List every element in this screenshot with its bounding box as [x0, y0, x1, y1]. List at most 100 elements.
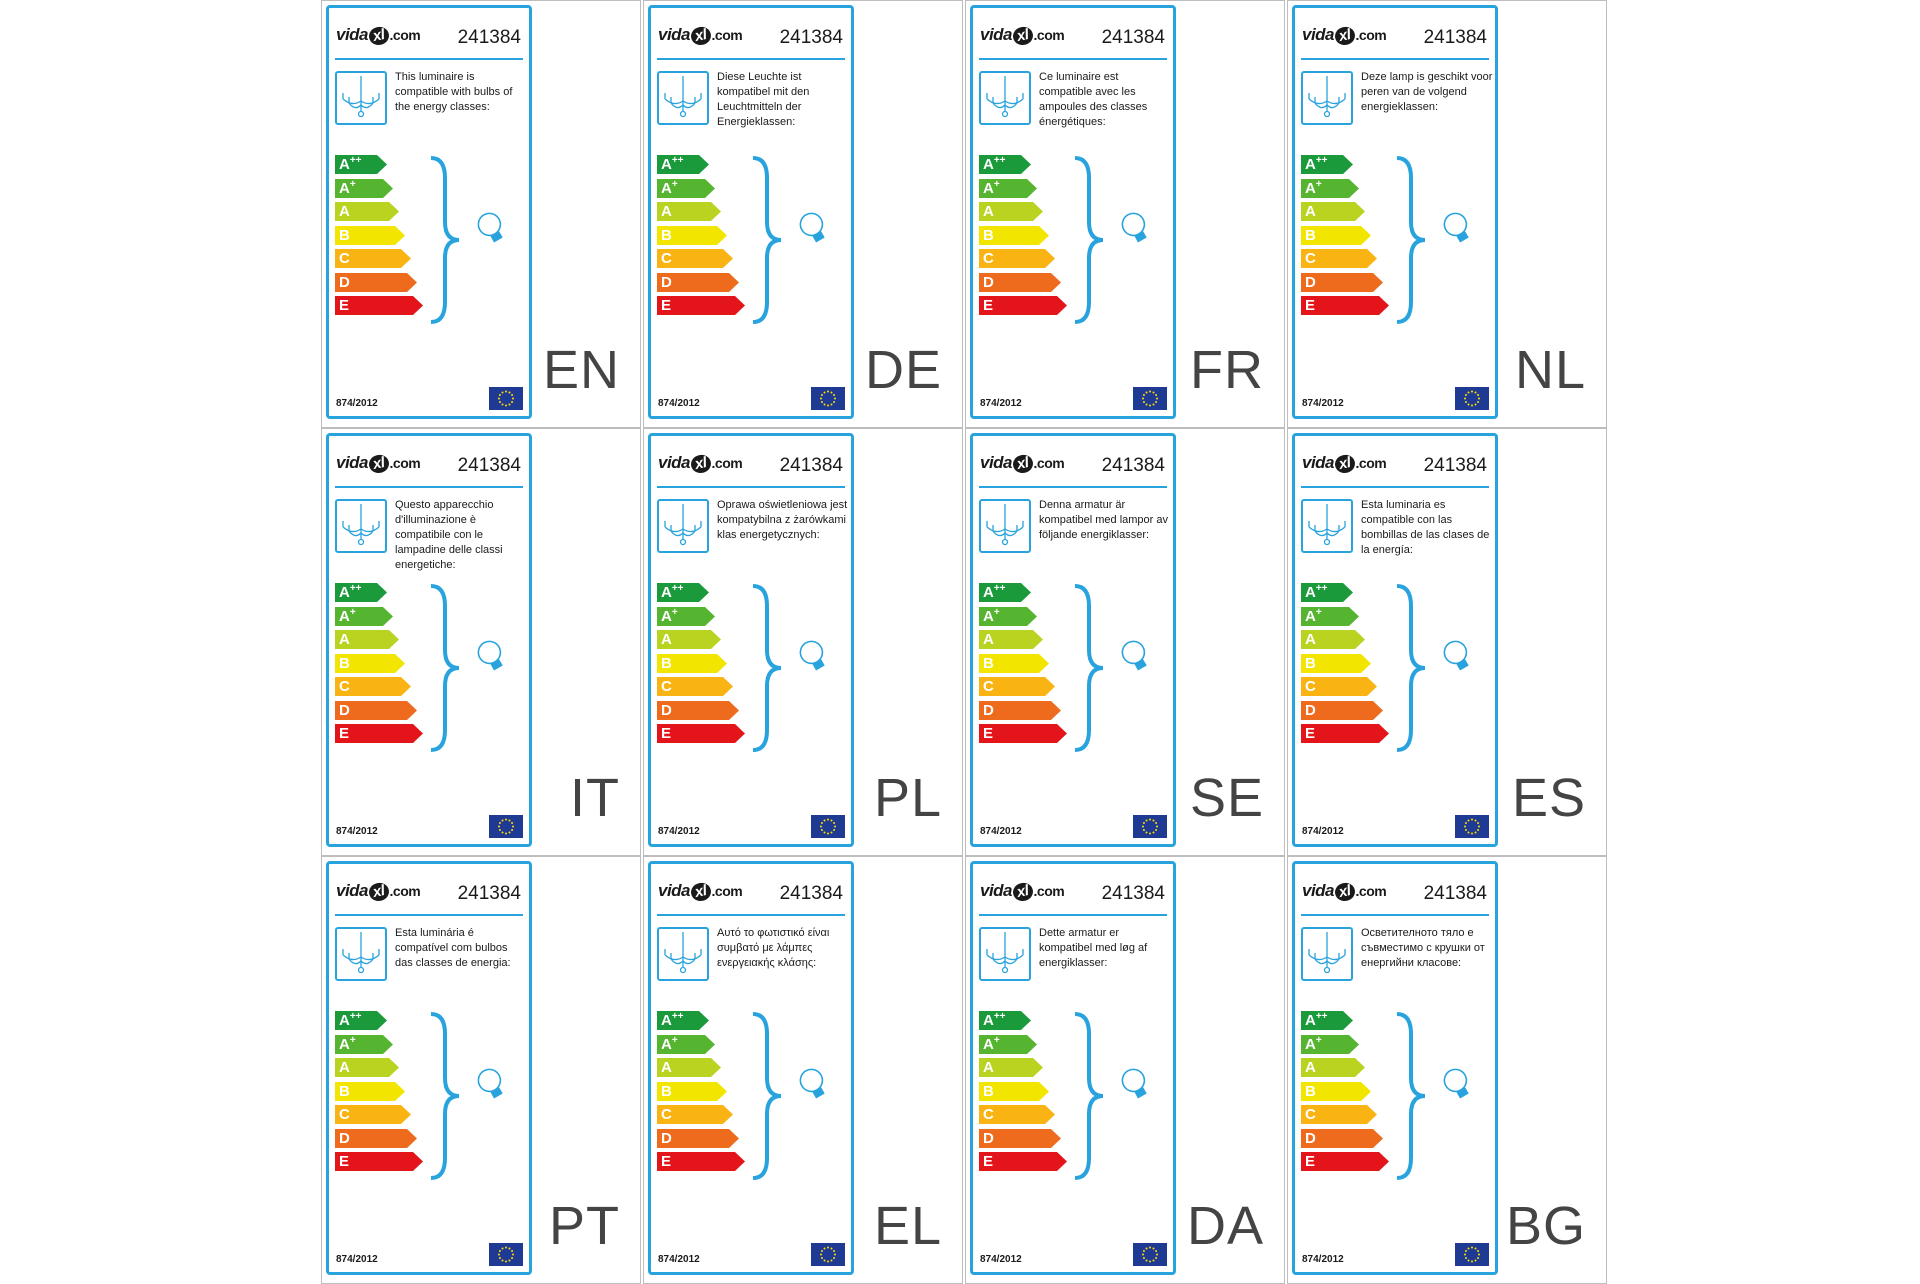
energy-class-letter: D — [1305, 701, 1316, 719]
bulb-icon — [477, 1068, 503, 1099]
class-range-brace — [1395, 1012, 1487, 1185]
energy-class-letter: A — [1305, 1059, 1316, 1076]
article-number: 241384 — [1423, 883, 1487, 904]
energy-class-letter: A++ — [983, 155, 1006, 174]
language-code: BG — [1505, 1196, 1586, 1256]
energy-class-letter: E — [661, 725, 672, 742]
chandelier-icon — [342, 76, 380, 118]
energy-label-cell-fr: vida xl .com 241384 Ce luminaire est compa… — [965, 0, 1285, 428]
regulation-number: 874/2012 — [1302, 826, 1344, 837]
bulb-icon — [1121, 1068, 1147, 1099]
brand-logo: vida xl .com — [980, 25, 1065, 47]
article-number: 241384 — [1423, 27, 1487, 48]
energy-class-letter: A+ — [983, 606, 1000, 625]
energy-label-card: vida xl .com 241384 Oprawa oświetleniowa j… — [648, 433, 854, 847]
energy-class-letter: A — [661, 1059, 672, 1076]
class-range-brace — [429, 156, 521, 329]
energy-label-cell-da: vida xl .com 241384 Dette armatur er kompa… — [965, 856, 1285, 1284]
chandelier-icon — [1308, 76, 1346, 118]
energy-class-letter: C — [339, 1106, 350, 1123]
energy-class-letter: A+ — [339, 1034, 356, 1053]
regulation-number: 874/2012 — [1302, 398, 1344, 409]
brand-logo: vida xl .com — [980, 453, 1065, 475]
divider — [1301, 58, 1489, 60]
energy-class-letter: D — [339, 1129, 350, 1147]
class-range-brace — [1073, 1012, 1165, 1185]
energy-class-letter: B — [339, 1082, 350, 1100]
energy-class-letter: A+ — [339, 178, 356, 197]
energy-class-letter: B — [1305, 1082, 1316, 1100]
energy-label-card: vida xl .com 241384 Esta luminaria es comp… — [1292, 433, 1498, 847]
language-code: DE — [864, 340, 942, 400]
energy-class-letter: D — [661, 273, 672, 291]
lamp-box — [335, 927, 387, 981]
language-code: PT — [548, 1196, 620, 1256]
energy-label-card: vida xl .com 241384 Denna armatur är kompa… — [970, 433, 1176, 847]
regulation-number: 874/2012 — [336, 826, 378, 837]
eu-flag-icon — [489, 1243, 523, 1266]
lamp-box — [1301, 499, 1353, 553]
lamp-box — [1301, 927, 1353, 981]
language-code: FR — [1190, 340, 1264, 400]
eu-flag-icon — [1455, 815, 1489, 838]
energy-class-letter: E — [1305, 297, 1316, 314]
lamp-box — [979, 927, 1031, 981]
energy-class-letter: A — [339, 1059, 350, 1076]
divider — [1301, 914, 1489, 916]
chandelier-icon — [986, 932, 1024, 974]
energy-class-letter: C — [661, 678, 672, 695]
language-code: DA — [1186, 1196, 1264, 1256]
brand-logo: vida xl .com — [658, 881, 743, 903]
divider — [657, 914, 845, 916]
energy-label-card: vida xl .com 241384 This luminaire is comp… — [326, 5, 532, 419]
eu-flag-icon — [1133, 1243, 1167, 1266]
energy-class-letter: D — [661, 1129, 672, 1147]
energy-class-letter: A+ — [983, 178, 1000, 197]
energy-class-letter: C — [1305, 678, 1316, 695]
energy-class-letter: D — [1305, 1129, 1316, 1147]
energy-class-letter: B — [1305, 226, 1316, 244]
energy-class-letter: A++ — [339, 583, 362, 602]
regulation-number: 874/2012 — [980, 398, 1022, 409]
energy-label-card: vida xl .com 241384 Esta luminária é compa… — [326, 861, 532, 1275]
energy-class-letter: D — [983, 1129, 994, 1147]
compatibility-text: Dette armatur er kompatibel med løg af e… — [1039, 927, 1148, 969]
energy-label-cell-pl: vida xl .com 241384 Oprawa oświetleniowa j… — [643, 428, 963, 856]
energy-class-letter: A+ — [1305, 1034, 1322, 1053]
bulb-icon — [1121, 212, 1147, 243]
regulation-number: 874/2012 — [658, 398, 700, 409]
brand-logo: vida xl .com — [1302, 453, 1387, 475]
brand-logo: vida xl .com — [336, 453, 421, 475]
energy-label-cell-se: vida xl .com 241384 Denna armatur är kompa… — [965, 428, 1285, 856]
brand-logo: vida xl .com — [1302, 881, 1387, 903]
regulation-number: 874/2012 — [1302, 1254, 1344, 1265]
divider — [979, 58, 1167, 60]
lamp-box — [1301, 71, 1353, 125]
compatibility-text: Esta luminária é compatível com bulbos d… — [395, 927, 511, 969]
energy-class-letter: A++ — [1305, 583, 1328, 602]
language-code: SE — [1189, 768, 1264, 828]
chandelier-icon — [664, 932, 702, 974]
energy-class-letter: C — [661, 1106, 672, 1123]
energy-class-letter: A — [1305, 631, 1316, 648]
compatibility-text: Questo apparecchio d'illuminazione è com… — [395, 499, 503, 571]
energy-label-cell-en: vida xl .com 241384 This luminaire is comp… — [321, 0, 641, 428]
compatibility-text: Αυτό το φωτιστικό είναι συμβατό με λάμπε… — [717, 927, 830, 969]
class-range-brace — [751, 1012, 843, 1185]
article-number: 241384 — [457, 455, 521, 476]
energy-class-letter: B — [661, 654, 672, 672]
class-range-brace — [751, 584, 843, 757]
energy-class-letter: D — [339, 701, 350, 719]
energy-class-letter: C — [983, 1106, 994, 1123]
energy-label-cell-nl: vida xl .com 241384 Deze lamp is geschikt … — [1287, 0, 1607, 428]
chandelier-icon — [986, 76, 1024, 118]
brand-logo: vida xl .com — [658, 25, 743, 47]
energy-class-letter: D — [339, 273, 350, 291]
eu-flag-icon — [1133, 815, 1167, 838]
bulb-icon — [1443, 1068, 1469, 1099]
compatibility-text: Осветителното тяло е съвместимо с крушки… — [1361, 927, 1485, 969]
energy-label-card: vida xl .com 241384 Dette armatur er kompa… — [970, 861, 1176, 1275]
energy-class-letter: B — [983, 226, 994, 244]
energy-class-letter: B — [339, 226, 350, 244]
chandelier-icon — [986, 504, 1024, 546]
